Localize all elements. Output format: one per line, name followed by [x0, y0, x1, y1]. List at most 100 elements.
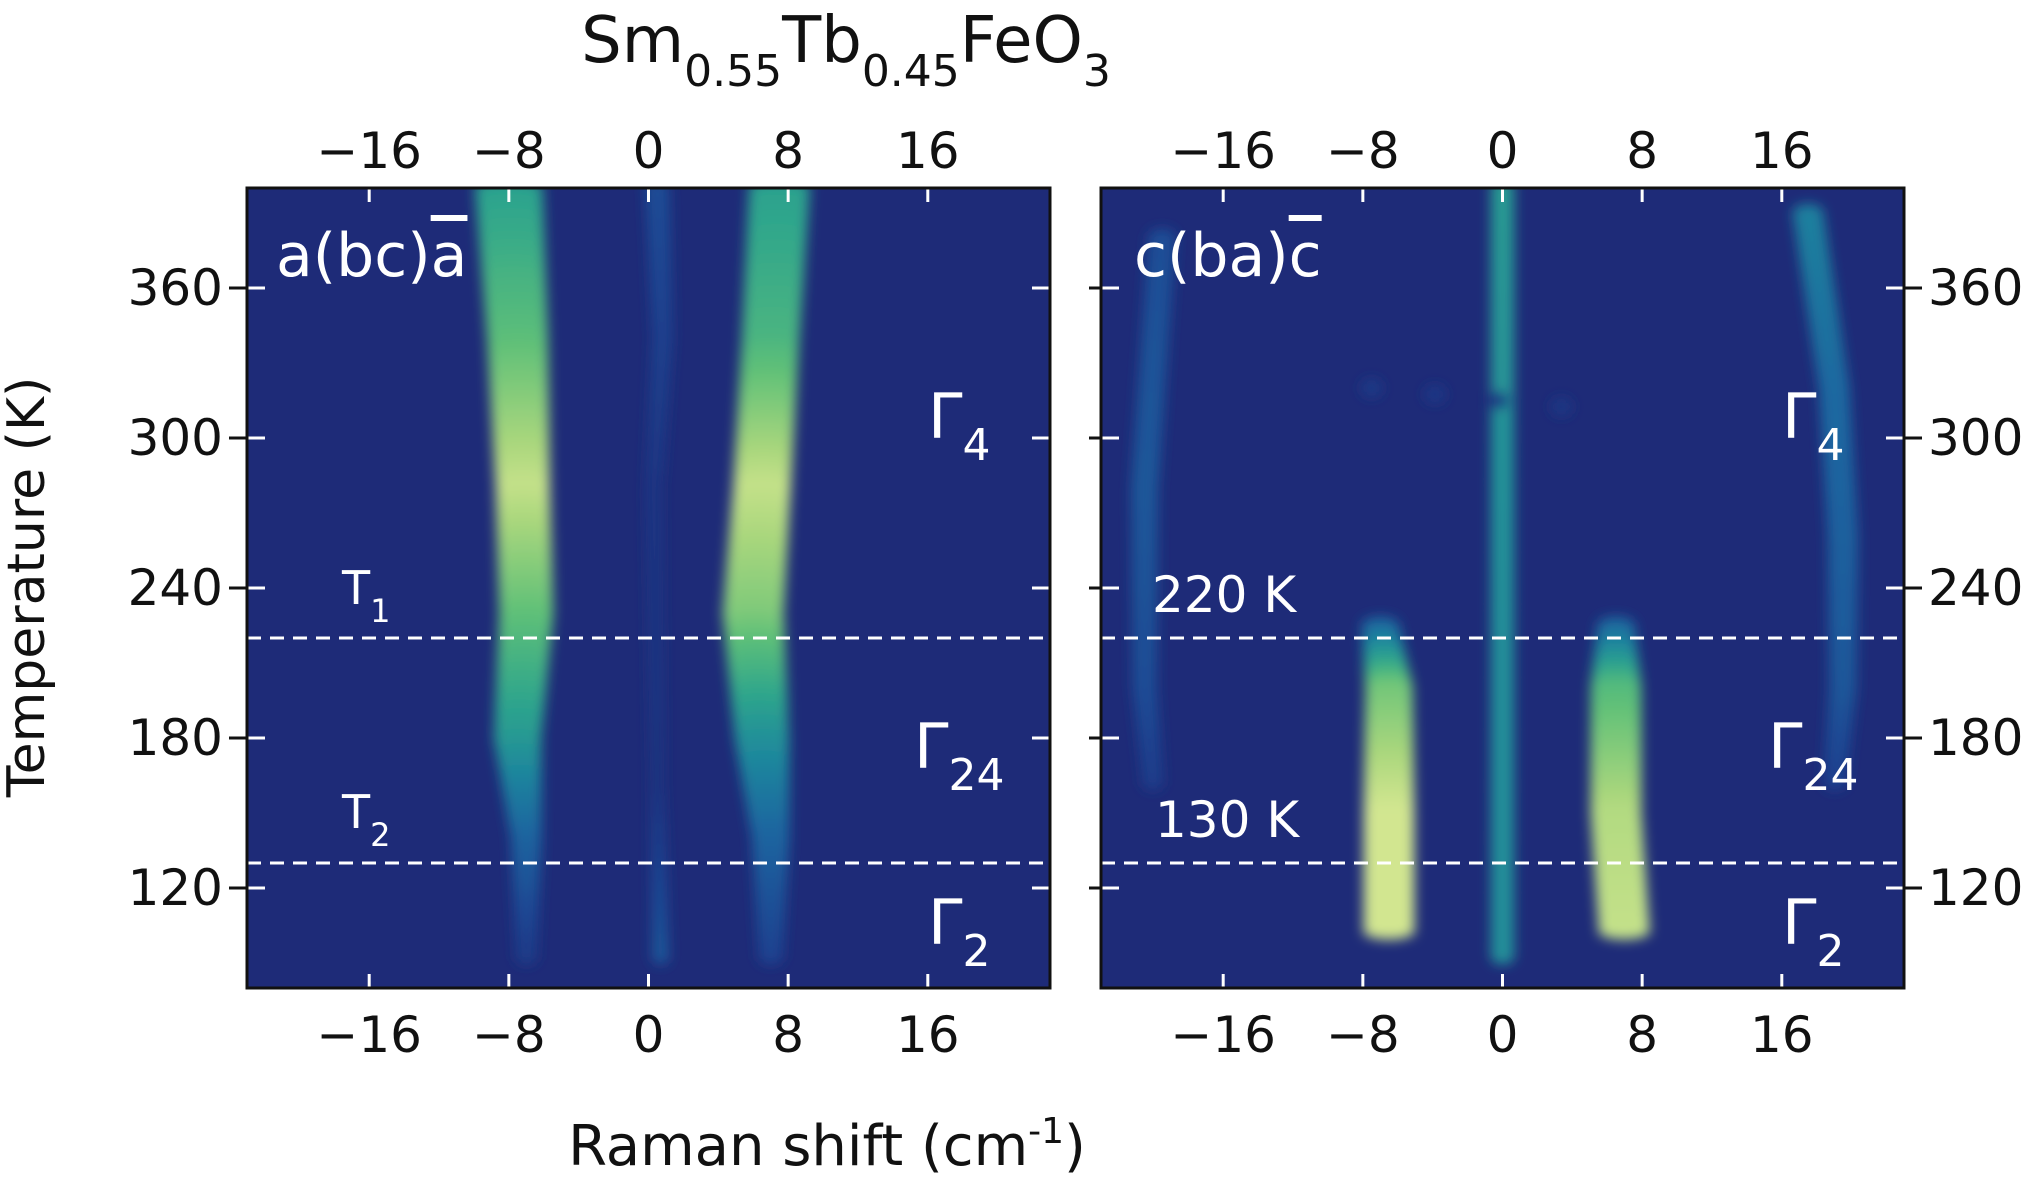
label-gamma-4-right-main: Γ	[1782, 380, 1817, 453]
mode-plus-8	[721, 188, 811, 965]
mode-zero	[645, 188, 673, 965]
y-tick-label: 300	[1928, 409, 2023, 467]
label-t1-sub: 1	[370, 592, 390, 630]
x-tick-label-bottom: 0	[633, 1006, 665, 1064]
panel-right-title: c(ba)c	[1134, 221, 1322, 291]
x-tick-label-top: −8	[1326, 122, 1400, 180]
mode-plus-19	[1792, 204, 1859, 790]
panel-right: −16 −16 −8 −8 0 0 8 8 16 16 120 180 240 300 360 c(ba)c…	[1089, 122, 2023, 1064]
label-gamma-2-left: Γ2	[928, 886, 991, 977]
x-axis-label: Raman shift (cm-1)	[568, 1111, 1086, 1179]
x-axis-label-main: Raman shift (cm	[568, 1114, 1028, 1179]
y-tick-label: 120	[128, 859, 223, 917]
title-tb: Tb	[781, 4, 862, 78]
label-gamma-4-right-sub: 4	[1817, 420, 1845, 471]
title-sm: Sm	[581, 4, 684, 78]
mode-faint-sides	[1361, 379, 1572, 416]
label-gamma-4-left-main: Γ	[928, 380, 963, 453]
x-tick-label-bottom: −8	[472, 1006, 546, 1064]
x-tick-label-bottom: −8	[1326, 1006, 1400, 1064]
panel-left-title-prefix: a(bc)	[276, 221, 431, 291]
x-tick-label-top: 8	[772, 122, 804, 180]
panel-left-frame	[245, 186, 1052, 990]
y-axis-label: Temperature (K)	[0, 377, 57, 799]
y-tick-label: 180	[1928, 709, 2023, 767]
x-tick-label-top: 16	[1750, 122, 1814, 180]
label-gamma-2-right: Γ2	[1782, 886, 1845, 977]
y-tick-label: 300	[128, 409, 223, 467]
x-tick-label-top: −16	[316, 122, 422, 180]
label-t2: T2	[341, 785, 390, 854]
label-gamma-4-right: Γ4	[1782, 380, 1845, 471]
mode-minus-7-cell	[1362, 921, 1416, 940]
panel-right-frame	[1099, 186, 1906, 990]
figure-title: Sm0.55Tb0.45FeO3	[581, 4, 1111, 97]
mode-zero	[1490, 188, 1515, 965]
label-t1: T1	[341, 561, 390, 630]
y-tick-label: 240	[128, 559, 223, 617]
label-gamma-24-right-sub: 24	[1803, 750, 1859, 801]
panel-right-marks: −16 −16 −8 −8 0 0 8 8 16 16 120 180 240 300 360	[1089, 122, 2023, 1064]
mode-plus-7-cell	[1598, 921, 1651, 940]
label-gamma-24-right-main: Γ	[1768, 710, 1803, 783]
label-gamma-2-right-sub: 2	[1817, 926, 1845, 977]
mode-plus-8-cell	[758, 946, 784, 965]
mode-faint-sides-cell	[1550, 397, 1572, 416]
title-feo-sub: 3	[1083, 46, 1111, 97]
y-tick-label: 240	[1928, 559, 2023, 617]
label-gamma-24-right: Γ24	[1768, 710, 1859, 801]
label-gamma-2-left-main: Γ	[928, 886, 963, 959]
mode-minus-20	[1130, 229, 1177, 790]
y-tick-label: 360	[1928, 259, 2023, 317]
y-tick-label: 180	[128, 709, 223, 767]
panel-right-title-bar: c	[1289, 221, 1322, 291]
panel-left-title-bar: a	[431, 221, 468, 291]
x-tick-label-bottom: 16	[896, 1006, 960, 1064]
x-tick-label-bottom: 8	[772, 1006, 804, 1064]
panel-right-title-prefix: c(ba)	[1134, 221, 1289, 291]
title-sm-sub: 0.55	[684, 46, 782, 97]
x-tick-label-top: −16	[1170, 122, 1276, 180]
x-tick-label-bottom: 16	[1750, 1006, 1814, 1064]
y-tick-label: 360	[128, 259, 223, 317]
panel-left-heatmap	[473, 188, 811, 965]
label-t2-main: T	[341, 785, 371, 839]
mode-faint-sides-cell	[1424, 385, 1446, 404]
mode-minus-20-cell	[1142, 771, 1164, 790]
x-axis-label-sup: -1	[1028, 1111, 1064, 1152]
x-tick-label-bottom: −16	[316, 1006, 422, 1064]
x-tick-label-top: 0	[633, 122, 665, 180]
x-tick-label-bottom: 0	[1487, 1006, 1519, 1064]
panel-left-marks: −16 −16 −8 −8 0 0 8 8 16 16 120 180 240 300 360	[128, 122, 1050, 1064]
title-feo: FeO	[960, 4, 1083, 78]
x-tick-label-bottom: 8	[1626, 1006, 1658, 1064]
label-gamma-4-left: Γ4	[928, 380, 991, 471]
label-t1-main: T	[341, 561, 371, 615]
label-gamma-24-left: Γ24	[914, 710, 1005, 801]
mode-minus-7	[1361, 616, 1416, 940]
y-tick-label: 120	[1928, 859, 2023, 917]
title-tb-sub: 0.45	[862, 46, 960, 97]
mode-minus-8-cell	[515, 946, 538, 965]
label-gamma-24-left-main: Γ	[914, 710, 949, 783]
panel-left: −16 −16 −8 −8 0 0 8 8 16 16 120 180 240 300 360 a(bc)a…	[128, 122, 1052, 1064]
x-axis-label-close: )	[1064, 1114, 1086, 1179]
mode-zero-cell	[651, 946, 670, 965]
label-gamma-2-left-sub: 2	[963, 926, 991, 977]
x-tick-label-bottom: −16	[1170, 1006, 1276, 1064]
mode-zero-cell	[1490, 946, 1515, 965]
mode-faint-sides-cell	[1487, 391, 1509, 410]
x-tick-label-top: 0	[1487, 122, 1519, 180]
label-gamma-2-right-main: Γ	[1782, 886, 1817, 959]
label-220k: 220 K	[1152, 566, 1297, 624]
label-t2-sub: 2	[370, 816, 390, 854]
mode-faint-sides-cell	[1361, 379, 1383, 397]
label-130k: 130 K	[1155, 791, 1300, 849]
mode-minus-8	[473, 188, 555, 965]
x-tick-label-top: 16	[896, 122, 960, 180]
label-gamma-4-left-sub: 4	[963, 420, 991, 471]
mode-plus-19-cell	[1823, 771, 1847, 790]
panel-left-title: a(bc)a	[276, 221, 467, 291]
x-tick-label-top: −8	[472, 122, 546, 180]
